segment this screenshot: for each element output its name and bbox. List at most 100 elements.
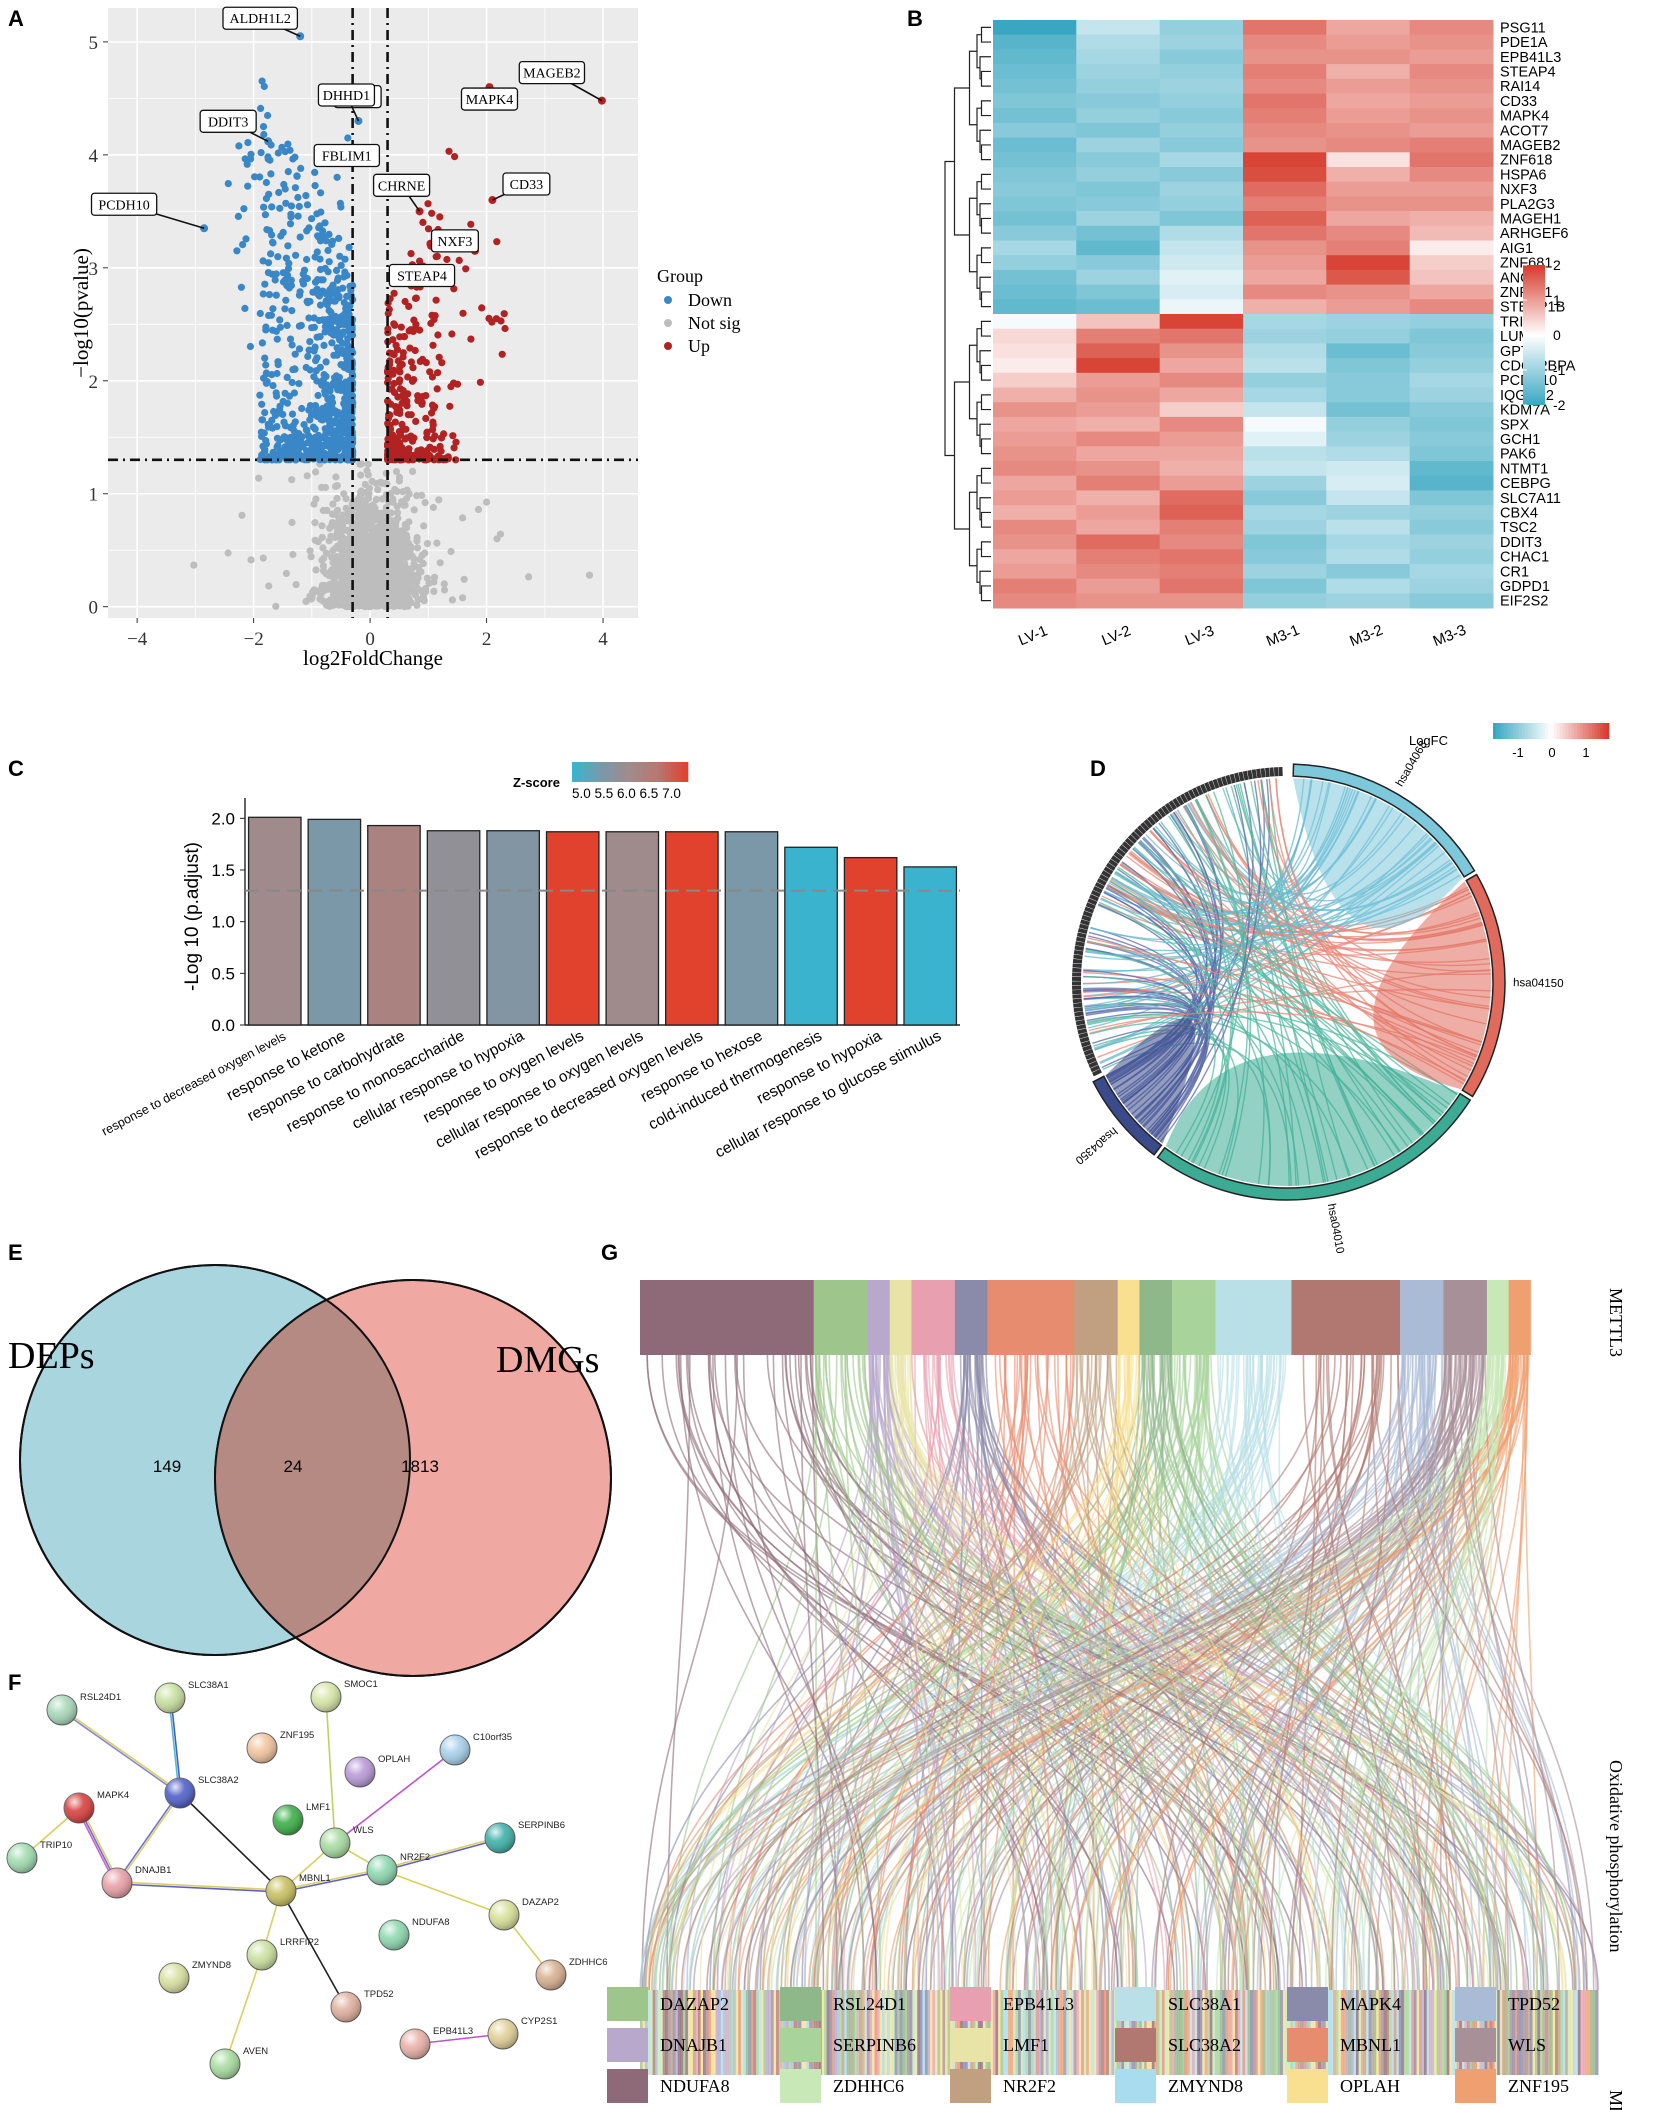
data-point <box>238 511 246 519</box>
data-point <box>258 339 266 347</box>
data-point <box>455 256 463 264</box>
heat-cell <box>1326 284 1411 300</box>
sankey-bottom-strand <box>1159 1990 1163 2075</box>
dendrogram-branch <box>980 173 991 190</box>
legend-label: OPLAH <box>1340 2076 1400 2096</box>
dendrogram-branch <box>980 26 991 43</box>
data-point <box>389 336 397 344</box>
heat-cell <box>1326 534 1411 550</box>
data-point <box>396 557 404 566</box>
sankey-bottom-strand <box>705 1990 709 2075</box>
sankey-bottom-strand <box>1053 1990 1057 2075</box>
data-point <box>416 326 424 334</box>
data-point <box>430 445 438 453</box>
heat-cell <box>1326 167 1411 183</box>
gene-tick <box>1154 810 1163 821</box>
gene-tick <box>1150 813 1160 823</box>
data-point <box>243 160 251 168</box>
data-point <box>244 182 252 190</box>
sankey-bottom-strand <box>650 1990 654 2075</box>
logfc-segment <box>1513 723 1517 739</box>
node-label: SMOC1 <box>344 1679 378 1690</box>
label-box <box>199 109 257 133</box>
data-point <box>312 566 320 574</box>
data-point <box>450 444 458 452</box>
data-point <box>435 496 443 504</box>
sankey-bottom-strand <box>1217 1990 1221 2075</box>
heat-cell <box>1243 167 1327 183</box>
heat-cell <box>1076 505 1161 521</box>
node-highlight <box>266 1876 296 1906</box>
node-label: TPD52 <box>364 1989 394 2000</box>
sankey-flow <box>962 1354 1152 1991</box>
sankey-bottom-strand <box>1560 1990 1564 2075</box>
sankey-flow <box>896 1354 1185 1991</box>
sankey-bottom-strand <box>1088 1990 1092 2075</box>
data-point <box>224 180 232 188</box>
heat-cell <box>1326 475 1411 491</box>
sankey-flow <box>1465 1354 1545 1991</box>
sankey-bottom-strand <box>1512 1990 1516 2075</box>
heat-cell <box>1159 387 1244 403</box>
data-point <box>256 391 264 399</box>
pathway-arc <box>1156 1092 1472 1201</box>
sankey-flow <box>1154 1354 1320 1991</box>
data-point <box>420 522 428 530</box>
dendrogram-branch <box>976 401 982 436</box>
data-point <box>297 164 305 172</box>
data-point <box>344 322 352 330</box>
heat-cell <box>1326 461 1411 477</box>
network-edge <box>280 1890 347 2008</box>
data-point <box>272 270 280 278</box>
heat-cell <box>1409 372 1494 388</box>
sankey-flow <box>948 1354 1149 1991</box>
sankey-flow <box>1169 1354 1499 1991</box>
heat-cell <box>1326 402 1411 418</box>
sankey-bottom-strand <box>733 1990 737 2075</box>
data-point <box>315 316 323 325</box>
heat-cell <box>1243 461 1327 477</box>
sankey-bottom-strand <box>698 1990 701 2075</box>
data-point <box>390 320 398 328</box>
heat-cell <box>1409 269 1494 286</box>
data-point <box>327 522 335 530</box>
heat-cell <box>1326 505 1411 521</box>
sankey-bottom-strand <box>1577 1990 1581 2075</box>
sankey-bottom-strand <box>1565 1990 1569 2075</box>
dendrogram-branch <box>968 197 977 273</box>
heat-cell <box>1409 314 1494 330</box>
node-label: MBNL1 <box>299 1873 331 1884</box>
sankey-flow <box>743 1354 1447 1991</box>
heat-cell <box>1326 343 1411 359</box>
logfc-tick: 0 <box>1548 745 1555 760</box>
sankey-flow <box>688 1354 1271 1991</box>
sankey-top-segment <box>911 1280 956 1355</box>
data-point <box>320 554 328 562</box>
row-label: LUM <box>1500 329 1531 345</box>
sankey-bottom-strand <box>771 1990 775 2075</box>
label-box <box>372 173 431 197</box>
sankey-bottom-strand <box>695 1990 699 2075</box>
label-box <box>90 192 158 216</box>
data-point <box>295 345 304 353</box>
data-point <box>338 440 346 448</box>
heat-cell <box>993 431 1077 447</box>
sankey-flow <box>909 1354 1076 1991</box>
sankey-bottom-strand <box>1111 1990 1115 2075</box>
colorbar-segment <box>615 762 619 782</box>
sankey-bottom-strand <box>1101 1990 1105 2075</box>
sankey-flow <box>766 1354 1599 1991</box>
x-tick-label: −2 <box>243 629 263 650</box>
heat-cell <box>993 167 1077 183</box>
sankey-flow <box>667 1354 1202 1991</box>
sankey-bottom-strand <box>1396 1990 1400 2075</box>
sankey-bottom-strand <box>1189 1990 1193 2075</box>
data-point <box>281 389 289 397</box>
heat-cell <box>1076 402 1161 418</box>
data-point <box>398 392 406 400</box>
gene-tick <box>1256 768 1262 779</box>
network-edge <box>281 1870 383 1893</box>
legend-swatch <box>607 1987 648 2021</box>
colorbar-ticks: 5.0 5.5 6.0 6.5 7.0 <box>572 786 681 801</box>
sankey-flow <box>864 1354 1227 1991</box>
